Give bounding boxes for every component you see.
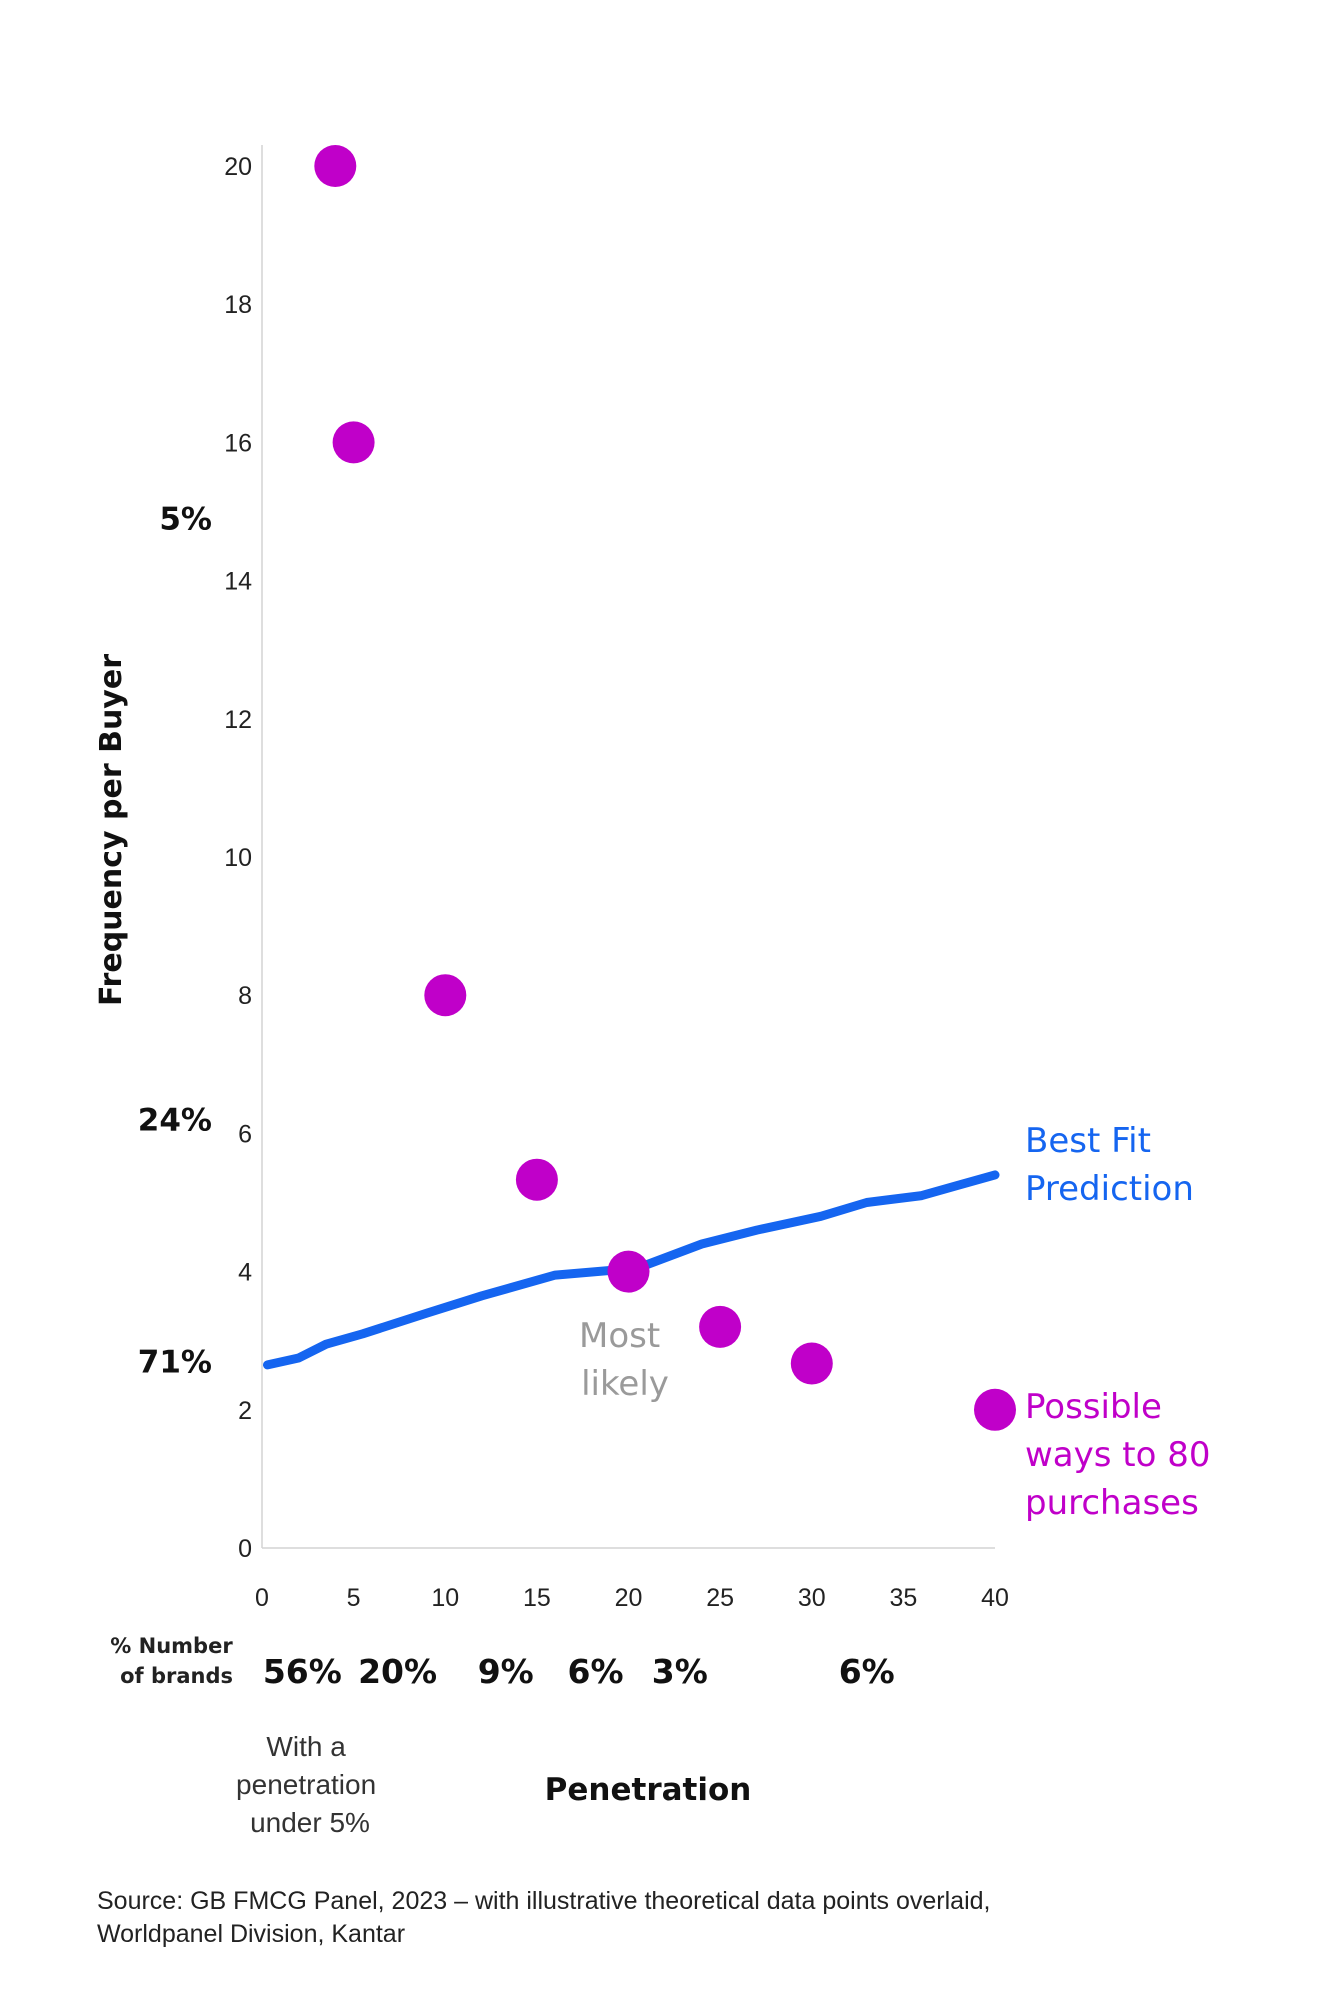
under-five-note: With a penetration under 5% <box>236 1731 384 1838</box>
x-tick-label: 5 <box>347 1584 361 1612</box>
chart: 0 2 4 6 8 10 12 14 16 18 20 0 5 10 15 20 25 30 35 40 Frequ… <box>94 145 1221 1838</box>
under-note-line-2: penetration <box>236 1769 376 1800</box>
frequency-band-labels: 5% 24% 71% <box>138 501 212 1380</box>
best-fit-label-line-1: Best Fit <box>1025 1121 1151 1161</box>
brands-row-label-line-1: % Number <box>110 1634 233 1658</box>
x-tick-label: 0 <box>255 1584 269 1612</box>
x-tick-label: 40 <box>981 1584 1009 1612</box>
brand-share-label: 3% <box>652 1652 708 1691</box>
y-tick-labels: 0 2 4 6 8 10 12 14 16 18 20 <box>224 153 252 1563</box>
under-note-line-3: under 5% <box>250 1807 370 1838</box>
brand-share-label: 9% <box>478 1652 534 1691</box>
brand-share-label: 20% <box>358 1652 437 1691</box>
brand-share-label: 56% <box>263 1652 342 1691</box>
x-tick-label: 25 <box>706 1584 734 1612</box>
frequency-band-label: 24% <box>138 1103 212 1139</box>
scatter-point <box>974 1388 1016 1431</box>
y-tick-label: 6 <box>238 1120 252 1148</box>
most-likely-line-1: Most <box>579 1316 660 1356</box>
x-tick-label: 15 <box>523 1584 551 1612</box>
brands-row-label: % Number of brands <box>110 1634 240 1688</box>
y-tick-label: 0 <box>238 1535 252 1563</box>
y-tick-label: 4 <box>238 1259 252 1287</box>
y-tick-label: 10 <box>224 844 252 872</box>
source-note: Source: GB FMCG Panel, 2023 – with illus… <box>97 1885 1277 1951</box>
y-tick-label: 8 <box>238 982 252 1010</box>
x-tick-label: 30 <box>798 1584 826 1612</box>
x-tick-labels: 0 5 10 15 20 25 30 35 40 <box>255 1584 1009 1612</box>
y-tick-label: 14 <box>224 568 252 596</box>
scatter-point <box>314 145 357 187</box>
brands-row-label-line-2: of brands <box>120 1664 233 1688</box>
under-note-line-1: With a <box>266 1731 346 1762</box>
brand-share-label: 6% <box>839 1652 895 1691</box>
source-line-2: Worldpanel Division, Kantar <box>97 1920 406 1948</box>
most-likely-annotation: Most likely <box>579 1316 671 1404</box>
frequency-band-label: 5% <box>159 501 212 537</box>
x-axis-title: Penetration <box>545 1772 752 1808</box>
source-line-1: Source: GB FMCG Panel, 2023 – with illus… <box>97 1887 991 1915</box>
y-axis-title: Frequency per Buyer <box>94 654 129 1006</box>
scatter-point <box>332 421 375 464</box>
scatter-point <box>699 1305 742 1348</box>
y-tick-label: 16 <box>224 429 252 457</box>
y-tick-label: 2 <box>238 1397 252 1425</box>
x-tick-label: 10 <box>431 1584 459 1612</box>
scatter-points-layer <box>314 145 1016 1431</box>
frequency-band-label: 71% <box>138 1344 212 1380</box>
best-fit-legend-label: Best Fit Prediction <box>1025 1121 1194 1209</box>
x-tick-label: 35 <box>889 1584 917 1612</box>
x-tick-label: 20 <box>615 1584 643 1612</box>
possible-label-line-1: Possible <box>1025 1387 1162 1427</box>
scatter-point <box>515 1158 558 1201</box>
scatter-point <box>607 1250 650 1293</box>
possible-label-line-3: purchases <box>1025 1483 1199 1523</box>
y-tick-label: 12 <box>224 706 252 734</box>
scatter-point <box>790 1342 833 1385</box>
y-tick-label: 18 <box>224 291 252 319</box>
brand-share-label: 6% <box>567 1652 623 1691</box>
scatter-point <box>424 974 467 1017</box>
possible-label-line-2: ways to 80 <box>1025 1435 1211 1475</box>
possible-ways-legend-label: Possible ways to 80 purchases <box>1025 1387 1221 1523</box>
most-likely-line-2: likely <box>581 1364 669 1404</box>
best-fit-label-line-2: Prediction <box>1025 1169 1194 1209</box>
brand-share-row: 56% 20% 9% 6% 3% 6% <box>263 1652 895 1691</box>
y-tick-label: 20 <box>224 153 252 181</box>
